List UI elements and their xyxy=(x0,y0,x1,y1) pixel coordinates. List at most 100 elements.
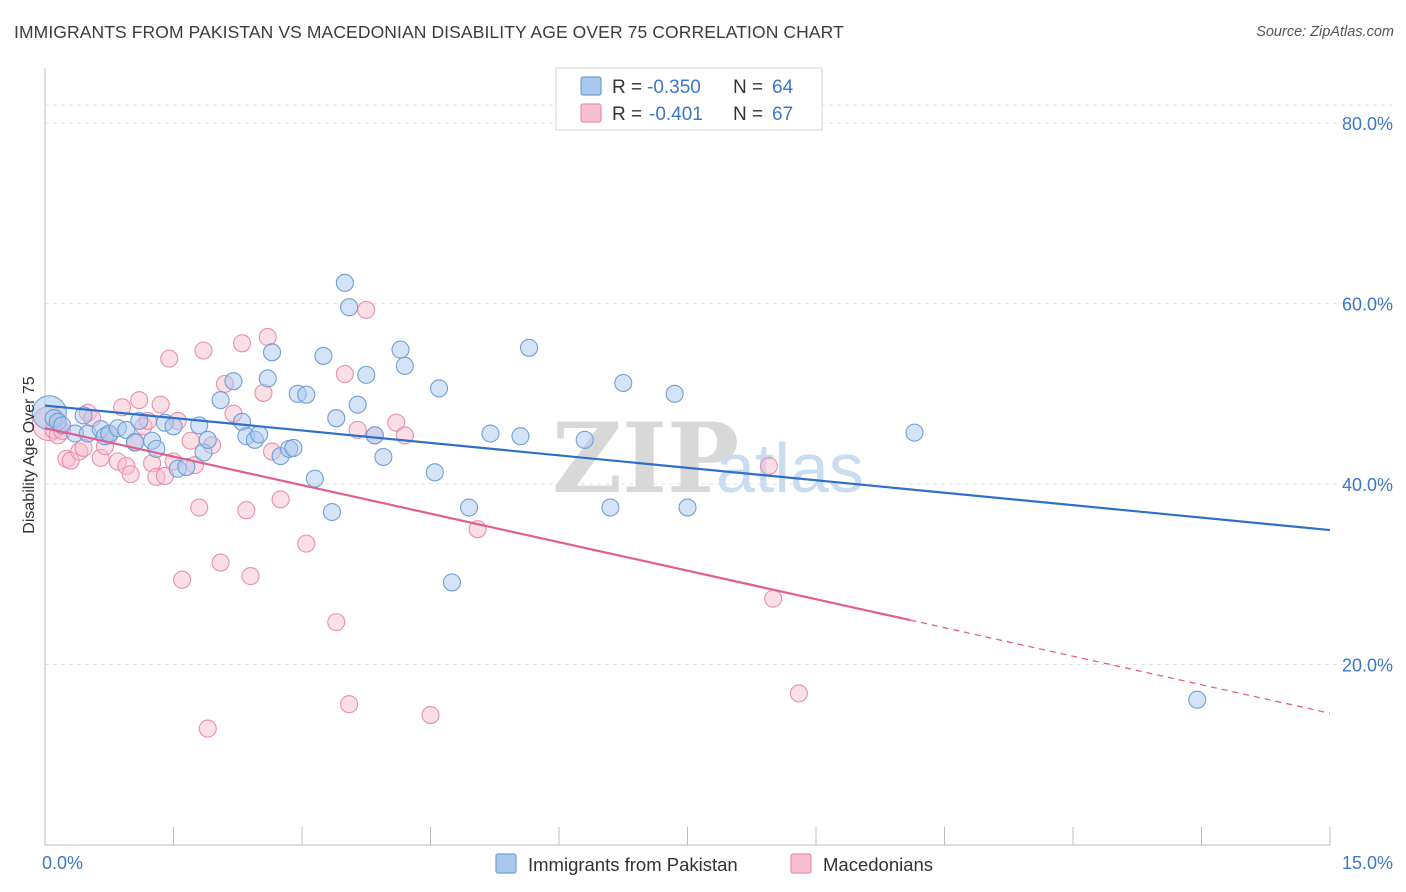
series-pakistan-points xyxy=(31,273,1207,709)
pakistan-point xyxy=(211,391,230,410)
pakistan-point xyxy=(250,425,269,444)
pakistan-point xyxy=(327,409,346,428)
trend-line-macedonians-extrapolated xyxy=(910,619,1331,714)
macedonians-point xyxy=(198,719,217,738)
macedonians-point xyxy=(190,498,209,517)
macedonians-point xyxy=(789,684,808,703)
trend-line-macedonians xyxy=(44,427,911,622)
pakistan-point xyxy=(1188,690,1207,709)
pakistan-point xyxy=(425,463,444,482)
x-tick-labels: 0.0% 15.0% xyxy=(42,853,1393,873)
macedonians-point xyxy=(211,553,230,572)
pakistan-point xyxy=(74,406,93,425)
pakistan-point xyxy=(575,430,594,449)
source-credit: Source: ZipAtlas.com xyxy=(1256,24,1394,40)
pakistan-point xyxy=(53,416,72,435)
legend-n-value: 67 xyxy=(772,104,793,125)
pakistan-point xyxy=(459,498,479,517)
legend-r-value: -0.401 xyxy=(649,104,703,125)
macedonians-point xyxy=(160,349,179,368)
pakistan-point xyxy=(391,340,410,359)
pakistan-point xyxy=(430,379,449,398)
pakistan-point xyxy=(511,427,530,446)
chart-title: IMMIGRANTS FROM PAKISTAN VS MACEDONIAN D… xyxy=(14,22,844,42)
trend-lines xyxy=(44,404,1331,714)
correlation-legend: R = -0.350 N = 64 R = -0.401 N = 67 xyxy=(555,67,823,131)
macedonians-point xyxy=(121,465,140,484)
macedonians-point xyxy=(348,420,367,439)
macedonians-point xyxy=(271,490,290,509)
legend-label-pakistan: Immigrants from Pakistan xyxy=(528,854,738,875)
legend-label-macedonians: Macedonians xyxy=(823,854,933,875)
macedonians-point xyxy=(241,567,260,586)
pakistan-point xyxy=(314,346,333,365)
macedonians-point xyxy=(237,501,256,520)
pakistan-point xyxy=(519,338,539,357)
legend-swatch-blue xyxy=(580,76,602,96)
legend-r-label: R = xyxy=(612,104,642,125)
axes xyxy=(44,68,1331,846)
legend-r-label: R = xyxy=(612,77,642,98)
y-tick-label: 80.0% xyxy=(1342,114,1393,134)
series-legend: Immigrants from Pakistan Macedonians xyxy=(495,853,933,875)
x-tick-label: 0.0% xyxy=(42,853,83,873)
macedonians-point xyxy=(764,589,783,608)
y-axis-label: Disability Age Over 75 xyxy=(21,376,38,534)
pakistan-point xyxy=(374,447,393,467)
y-tick-label: 20.0% xyxy=(1342,656,1393,676)
pakistan-point xyxy=(481,424,500,443)
pakistan-point xyxy=(164,417,183,436)
macedonians-point xyxy=(232,334,252,353)
legend-n-value: 64 xyxy=(772,77,794,98)
trend-line-pakistan xyxy=(44,404,1331,532)
macedonians-point xyxy=(340,695,359,714)
x-tick-label: 15.0% xyxy=(1342,853,1393,873)
legend-swatch-pink xyxy=(580,103,602,123)
macedonians-point xyxy=(297,534,316,553)
macedonians-point xyxy=(421,706,440,725)
pakistan-point xyxy=(340,298,359,317)
pakistan-point xyxy=(665,384,684,403)
pakistan-point xyxy=(442,573,461,592)
pakistan-point xyxy=(601,498,620,517)
pakistan-point xyxy=(198,430,217,449)
pakistan-point xyxy=(322,502,342,522)
legend-swatch-macedonians xyxy=(790,853,812,874)
watermark: ZIP atlas xyxy=(552,402,864,515)
legend-n-label: N = xyxy=(733,104,763,125)
series-macedonians-points xyxy=(31,300,808,738)
macedonians-point xyxy=(387,413,406,432)
legend-n-label: N = xyxy=(733,77,763,98)
watermark-atlas: atlas xyxy=(716,429,864,507)
macedonians-point xyxy=(151,395,170,414)
macedonians-point xyxy=(258,327,277,347)
pakistan-point xyxy=(348,395,367,414)
pakistan-point xyxy=(224,372,243,391)
macedonians-point xyxy=(173,570,192,589)
y-tick-labels: 20.0% 40.0% 60.0% 80.0% xyxy=(1342,114,1393,675)
pakistan-point xyxy=(614,373,633,393)
legend-swatch-pakistan xyxy=(495,853,517,874)
pakistan-point xyxy=(395,356,414,375)
macedonians-point xyxy=(335,364,354,384)
macedonians-point xyxy=(130,391,149,410)
macedonians-point xyxy=(327,613,346,632)
macedonians-point xyxy=(357,300,376,319)
pakistan-point xyxy=(297,385,316,404)
pakistan-point xyxy=(130,411,149,430)
pakistan-point xyxy=(258,369,277,388)
pakistan-point xyxy=(305,469,324,488)
y-tick-label: 60.0% xyxy=(1342,295,1393,315)
pakistan-point xyxy=(284,438,303,458)
pakistan-point xyxy=(678,498,697,517)
legend-r-value: -0.350 xyxy=(647,77,701,98)
pakistan-point xyxy=(262,343,282,362)
pakistan-point xyxy=(365,426,384,445)
pakistan-point xyxy=(905,423,924,442)
pakistan-point xyxy=(357,365,376,384)
macedonians-point xyxy=(759,456,778,476)
pakistan-point xyxy=(335,273,354,292)
y-tick-label: 40.0% xyxy=(1342,475,1393,495)
macedonians-point xyxy=(194,341,213,360)
